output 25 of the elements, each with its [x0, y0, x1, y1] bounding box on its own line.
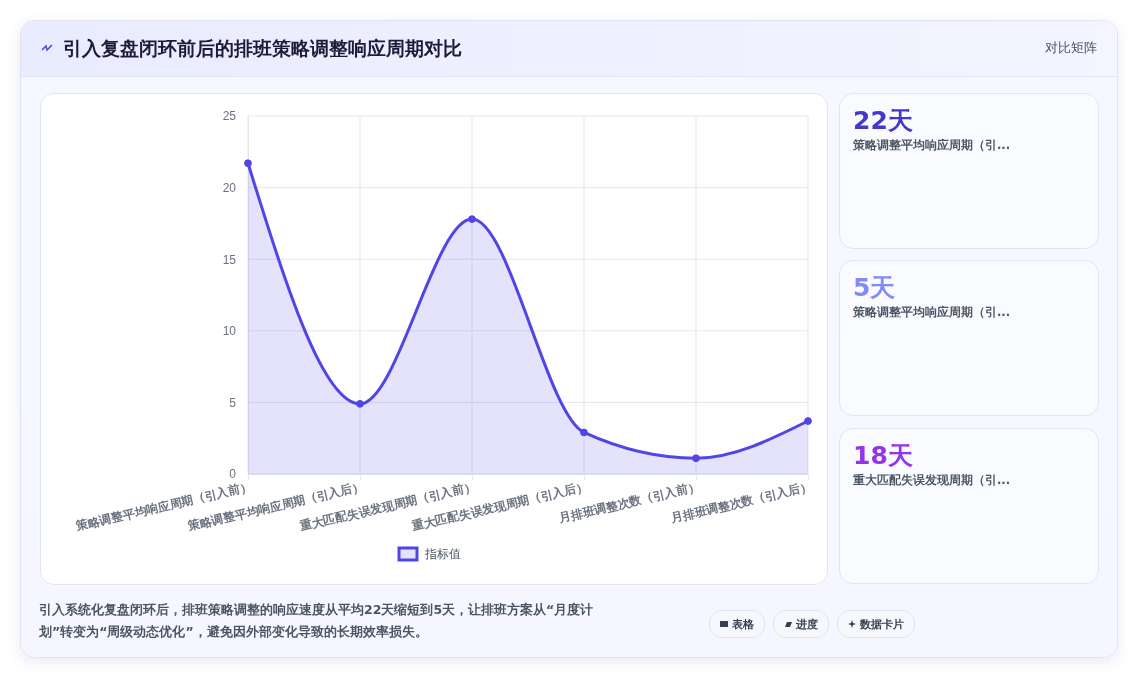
text: 策略调整平均响应周期（引...	[853, 305, 1011, 320]
y-tick-label: 20	[222, 180, 237, 195]
y-tick-label: 15	[222, 252, 237, 267]
text: 表格	[732, 616, 754, 632]
point	[244, 159, 252, 168]
text: 22天	[853, 105, 913, 137]
y-tick-label: 5	[229, 395, 237, 410]
text: 18天	[853, 440, 913, 472]
text: 重大匹配失误发现周期（引...	[853, 473, 1011, 488]
text: 进度	[796, 616, 818, 632]
point	[692, 454, 700, 463]
point	[580, 428, 588, 437]
legend-label: 指标值	[424, 547, 461, 561]
chart-title: 引入复盘闭环前后的排班策略调整响应周期对比	[63, 36, 462, 61]
text: 引入系统化复盘闭环后，排班策略调整的响应速度从平均22天缩短到5天，让排班方案从“月度计划”转变为“周级动态优化”，避免因外部变化导致的长期效率损失。	[39, 601, 595, 641]
text: 策略调整平均响应周期（引...	[853, 138, 1011, 153]
point	[356, 399, 364, 408]
y-tick-label: 25	[222, 109, 237, 124]
point	[468, 215, 476, 223]
text: 数据卡片	[860, 616, 904, 632]
point	[804, 417, 812, 425]
y-tick-label: 10	[222, 324, 237, 339]
y-tick-label: 0	[229, 467, 237, 482]
text: 5天	[853, 272, 896, 304]
text: 对比矩阵	[1045, 40, 1097, 57]
